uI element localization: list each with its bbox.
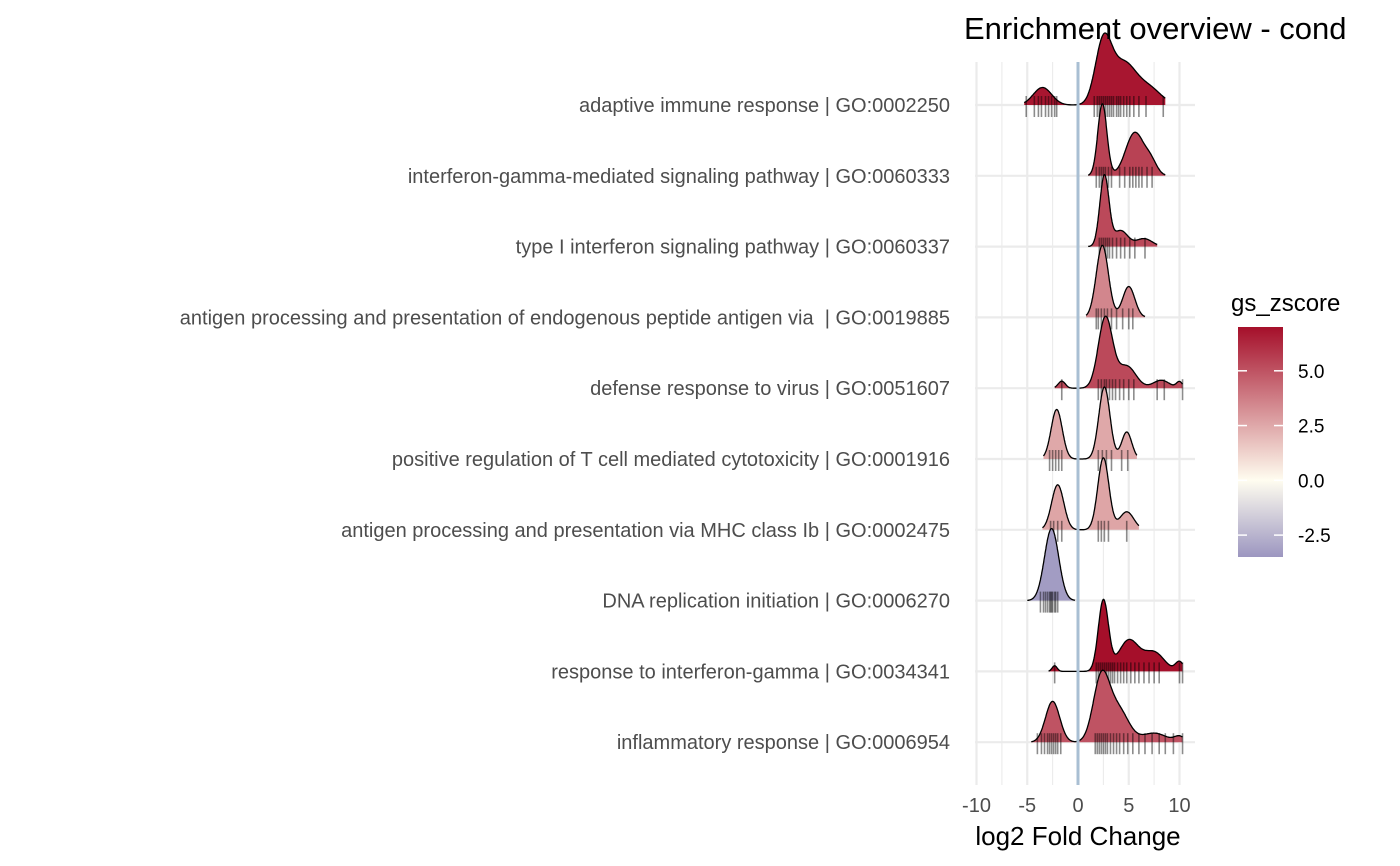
ridge-density-outline [1054, 315, 1184, 389]
y-tick-label: adaptive immune response | GO:0002250 [579, 95, 950, 117]
ridge-density-fill [1054, 316, 1183, 389]
legend-tick-label: -2.5 [1298, 526, 1331, 547]
ridge-density-fill [1048, 599, 1183, 672]
ridge-series [1023, 32, 1166, 117]
y-tick-label: interferon-gamma-mediated signaling path… [408, 166, 950, 188]
y-tick-label: type I interferon signaling pathway | GO… [516, 237, 950, 259]
x-tick-label: 0 [1072, 795, 1083, 817]
ridge-series [1085, 244, 1146, 330]
ridge-density-fill [1086, 245, 1145, 318]
ridge-series [1027, 527, 1076, 613]
ridge-density-fill [1088, 174, 1158, 247]
x-tick-label: -5 [1018, 795, 1036, 817]
y-tick-label: antigen processing and presentation via … [341, 520, 950, 542]
ridge-series [1087, 103, 1166, 188]
y-tick-label: positive regulation of T cell mediated c… [392, 449, 950, 471]
ridge-series [1087, 173, 1158, 259]
ridge-density-outline [1087, 103, 1166, 176]
x-axis-tick-labels: -10 -5 0 5 10 [962, 795, 1191, 817]
y-tick-label: defense response to virus | GO:0051607 [590, 378, 950, 400]
y-tick-label: antigen processing and presentation of e… [180, 307, 950, 329]
ridge-density-outline [1031, 669, 1183, 743]
y-tick-label: inflammatory response | GO:0006954 [617, 732, 950, 754]
ridge-series [1042, 457, 1140, 542]
ridge-series [1054, 315, 1184, 401]
legend-tick-label: 0.0 [1298, 471, 1324, 492]
ridge-density-outline [1042, 457, 1140, 531]
x-tick-label: 5 [1123, 795, 1134, 817]
ridge-density-outline [1048, 598, 1184, 673]
y-tick-label: DNA replication initiation | GO:0006270 [602, 591, 950, 613]
ridge-density-fill [1088, 103, 1166, 176]
ridge-series [1031, 669, 1184, 755]
ridge-density-outline [1085, 244, 1146, 318]
ridge-density-outline [1087, 173, 1158, 248]
ridge-density-fill [1042, 457, 1139, 530]
legend: gs_zscore 5.0 2.5 0.0 -2.5 [1231, 290, 1340, 557]
ridge-series [1042, 386, 1138, 471]
ridges [1023, 32, 1184, 755]
legend-tick-label: 5.0 [1298, 362, 1324, 383]
ridge-density-fill [1027, 528, 1075, 601]
ridge-density-outline [1042, 386, 1138, 460]
x-axis-label: log2 Fold Change [975, 821, 1180, 851]
x-tick-label: -10 [962, 795, 991, 817]
ridge-density-fill [1031, 670, 1183, 743]
legend-ticks: 5.0 2.5 0.0 -2.5 [1238, 362, 1331, 547]
legend-title: gs_zscore [1231, 290, 1340, 317]
y-axis-labels: adaptive immune response | GO:0002250 int… [180, 95, 950, 754]
legend-tick-label: 2.5 [1298, 417, 1324, 438]
ridge-density-outline [1023, 32, 1166, 106]
chart-title: Enrichment overview - cond [964, 11, 1347, 46]
ridge-density-outline [1027, 527, 1076, 602]
grid-lines [975, 62, 1195, 785]
ridge-series [1048, 598, 1184, 684]
y-tick-label: response to interferon-gamma | GO:003434… [551, 661, 950, 683]
x-tick-label: 10 [1168, 795, 1190, 817]
legend-colorbar [1238, 327, 1283, 557]
